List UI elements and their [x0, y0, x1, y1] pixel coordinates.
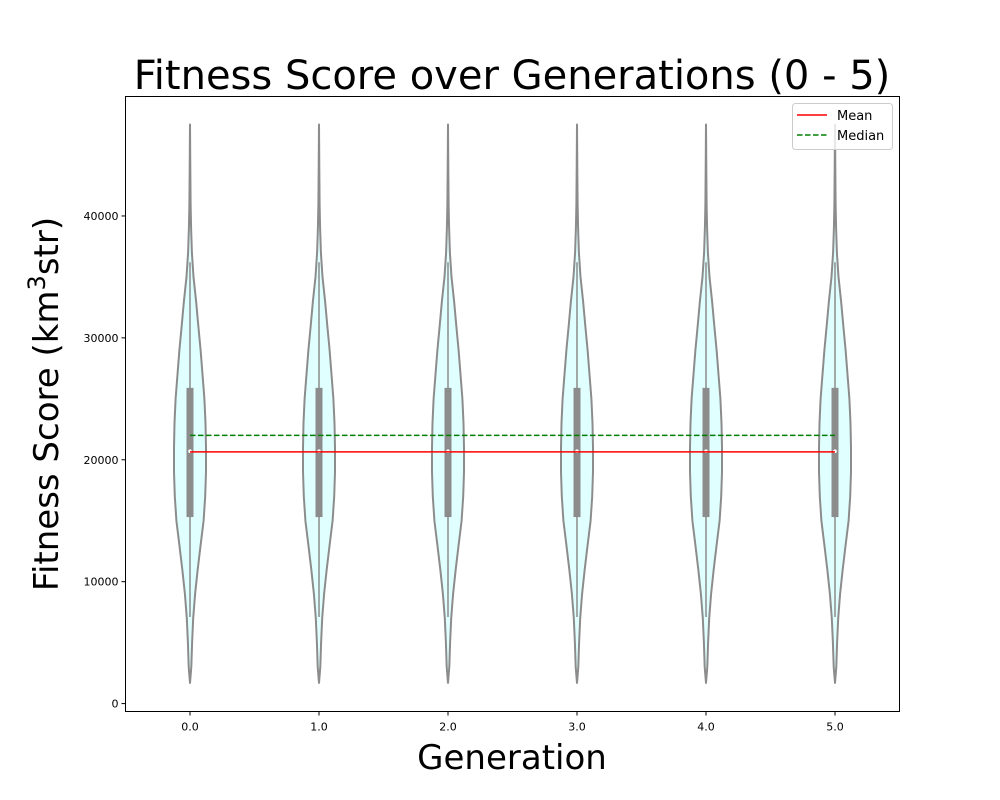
- violin-gen-4: [689, 123, 723, 684]
- x-tick-label: 3.0: [568, 721, 586, 734]
- x-axis: 0.0 1.0 2.0 3.0 4.0 5.0: [181, 711, 844, 734]
- x-tick-label: 0.0: [181, 721, 199, 734]
- y-tick-label: 0: [112, 698, 119, 711]
- violin-gen-2: [431, 123, 465, 684]
- y-axis-label-superscript: 3: [23, 275, 51, 290]
- violins-group: [173, 123, 852, 684]
- x-tick-label: 4.0: [697, 721, 715, 734]
- violin-gen-5: [818, 123, 852, 684]
- violin-gen-3: [560, 123, 594, 684]
- y-axis-label-tail: str): [27, 217, 67, 275]
- plot-area-frame: [125, 96, 900, 712]
- legend-median-label: Median: [837, 129, 884, 144]
- y-tick-label: 10000: [84, 576, 119, 589]
- y-axis-label: Fitness Score (km3str): [23, 217, 67, 591]
- violin-gen-1: [302, 123, 336, 684]
- y-tick-label: 20000: [84, 454, 119, 467]
- legend-mean-label: Mean: [837, 109, 872, 124]
- chart-title: Fitness Score over Generations (0 - 5): [134, 53, 891, 99]
- summary-lines-group: [190, 434, 835, 453]
- y-tick-label: 40000: [84, 210, 119, 223]
- violin-gen-0: [173, 123, 207, 684]
- y-axis: 0 10000 20000 30000 40000: [84, 210, 126, 711]
- legend: Mean Median: [792, 103, 893, 150]
- y-tick-label: 30000: [84, 332, 119, 345]
- x-tick-label: 1.0: [310, 721, 328, 734]
- x-axis-label: Generation: [417, 738, 607, 778]
- x-tick-label: 5.0: [826, 721, 844, 734]
- x-tick-label: 2.0: [439, 721, 457, 734]
- y-axis-label-main: Fitness Score (km: [27, 290, 67, 591]
